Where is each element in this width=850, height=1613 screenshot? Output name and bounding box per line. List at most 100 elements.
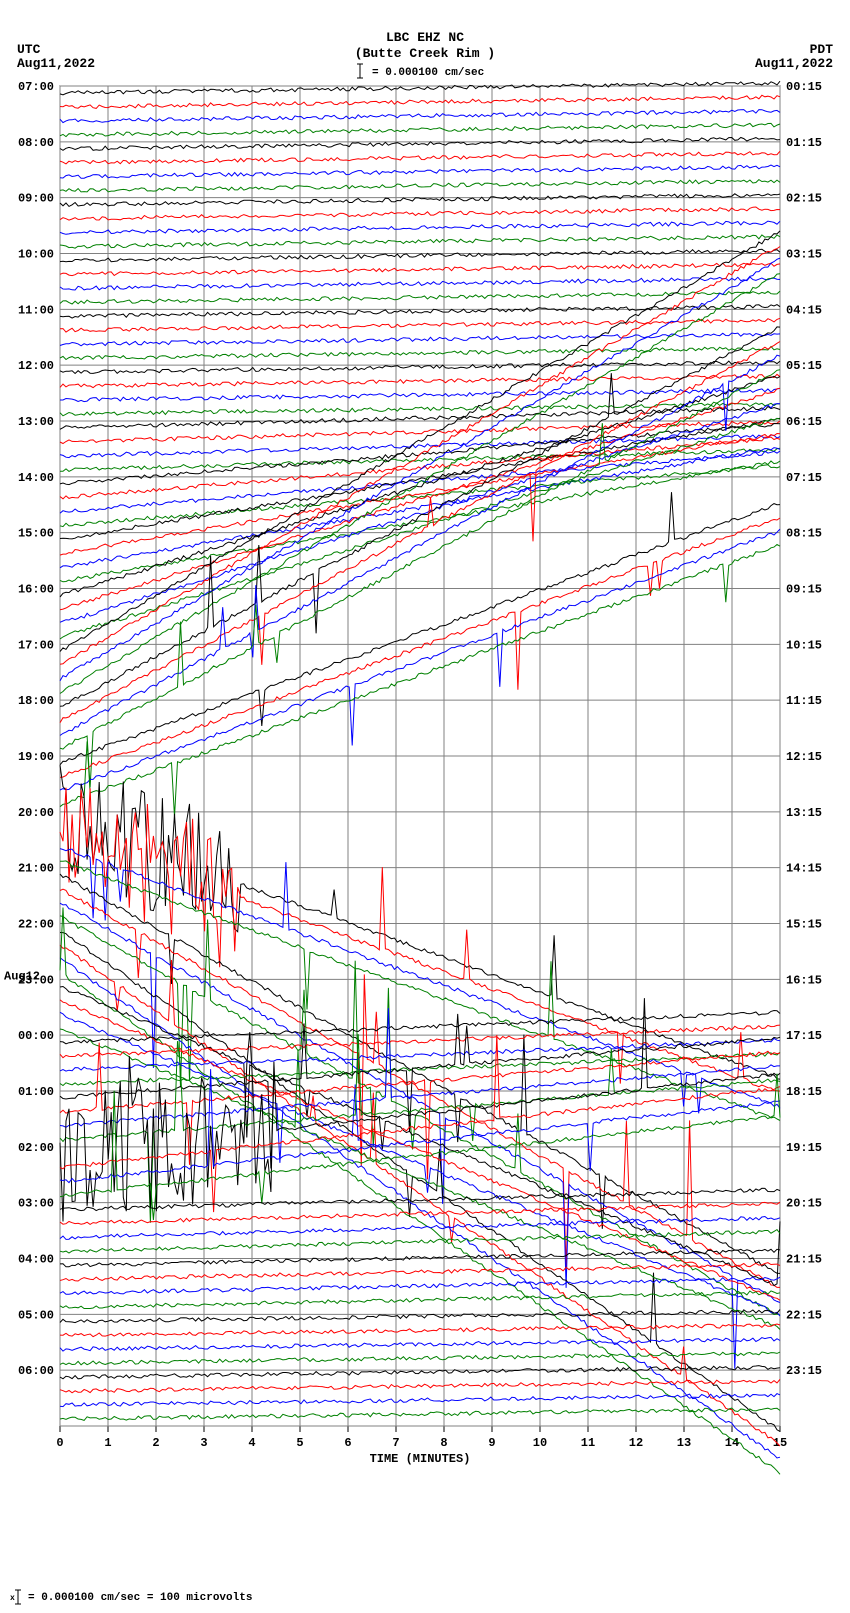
left-time-label: 05:00 [18,1308,54,1322]
right-time-label: 10:15 [786,638,822,652]
left-time-label: 16:00 [18,583,54,597]
xaxis-tick-label: 2 [152,1436,159,1450]
left-time-label: 21:00 [18,862,54,876]
right-time-label: 21:15 [786,1253,822,1267]
seismic-trace [60,221,780,234]
xaxis-tick-label: 3 [200,1436,207,1450]
seismic-trace [60,151,780,164]
seismic-trace [60,1043,780,1180]
seismic-trace [60,180,780,192]
seismic-trace [60,1052,780,1085]
xaxis-tick-label: 15 [773,1436,787,1450]
seismic-trace [60,342,780,723]
station-line-2: (Butte Creek Rim ) [0,46,850,61]
right-time-label: 20:15 [786,1197,822,1211]
right-time-label: 00:15 [786,80,822,94]
left-time-label: 12:00 [18,359,54,373]
right-time-label: 17:15 [786,1029,822,1043]
seismic-trace [60,123,780,136]
right-time-label: 06:15 [786,415,822,429]
left-time-label: 08:00 [18,136,54,150]
xaxis-tick-label: 4 [248,1436,255,1450]
seismic-trace [60,235,780,248]
seismic-trace [60,1324,780,1337]
left-time-label: 20:00 [18,806,54,820]
left-tz: UTC [17,42,40,57]
seismic-trace [60,418,780,639]
right-time-label: 16:15 [786,973,822,987]
seismic-trace [60,355,780,735]
right-time-label: 01:15 [786,136,822,150]
seismic-trace [60,165,780,178]
xaxis-tick-label: 7 [392,1436,399,1450]
right-time-label: 05:15 [786,359,822,373]
seismic-trace [60,1309,780,1322]
seismic-trace [60,258,780,681]
right-time-label: 13:15 [786,806,822,820]
seismic-trace [60,110,780,123]
right-time-label: 08:15 [786,527,822,541]
right-time-label: 14:15 [786,862,822,876]
seismic-trace [60,138,780,151]
right-time-label: 03:15 [786,248,822,262]
xaxis-tick-label: 1 [104,1436,111,1450]
seismic-trace [60,404,780,623]
right-time-label: 22:15 [786,1308,822,1322]
seismic-trace [60,1408,780,1420]
seismogram-page: 0123456789101112131415TIME (MINUTES)07:0… [0,0,850,1613]
seismic-trace [60,849,780,1114]
xaxis-tick-label: 9 [488,1436,495,1450]
xaxis-tick-label: 14 [725,1436,739,1450]
left-date: Aug11,2022 [17,56,95,71]
right-time-label: 04:15 [786,303,822,317]
xaxis-tick-label: 6 [344,1436,351,1450]
right-time-label: 23:15 [786,1364,822,1378]
left-time-label: 23:00 [18,973,54,987]
left-time-label: 03:00 [18,1197,54,1211]
xaxis-tick-label: 13 [677,1436,691,1450]
seismic-trace [60,874,780,1274]
right-time-label: 09:15 [786,583,822,597]
seismic-trace [60,908,780,1475]
seismic-trace [60,249,780,261]
seismic-trace [60,207,780,220]
left-time-label: 07:00 [18,80,54,94]
right-time-label: 02:15 [786,192,822,206]
seismic-trace [60,1277,780,1294]
seismic-trace [60,1291,780,1309]
left-time-label: 10:00 [18,248,54,262]
seismic-trace [60,1217,780,1240]
xaxis-label: TIME (MINUTES) [370,1452,471,1466]
left-time-label: 19:00 [18,750,54,764]
left-time-label: 01:00 [18,1085,54,1099]
seismic-trace [60,361,780,373]
left-time-label: 17:00 [18,638,54,652]
xaxis-tick-label: 11 [581,1436,595,1450]
seismic-trace [60,376,780,597]
right-time-label: 18:15 [786,1085,822,1099]
seismic-trace [60,318,780,332]
left-time-label: 13:00 [18,415,54,429]
seismic-trace [60,274,780,694]
left-time-label: 11:00 [18,303,54,317]
left-time-label: 14:00 [18,471,54,485]
seismic-trace [60,529,780,790]
left-time-label: 22:00 [18,918,54,932]
seismic-trace [60,194,780,207]
seismic-trace [60,333,780,346]
xaxis-tick-label: 10 [533,1436,547,1450]
svg-text:x: x [10,1594,15,1603]
left-time-label: 15:00 [18,527,54,541]
seismic-trace [60,305,780,319]
seismic-trace [60,1188,780,1210]
xaxis-tick-label: 5 [296,1436,303,1450]
left-time-label: 00:00 [18,1029,54,1043]
left-time-label: 09:00 [18,192,54,206]
seismic-trace [60,1366,780,1379]
seismic-trace [60,545,780,817]
right-time-label: 15:15 [786,918,822,932]
right-time-label: 19:15 [786,1141,822,1155]
seismic-trace [60,277,780,290]
left-time-label: 04:00 [18,1253,54,1267]
seismic-trace [60,1379,780,1393]
